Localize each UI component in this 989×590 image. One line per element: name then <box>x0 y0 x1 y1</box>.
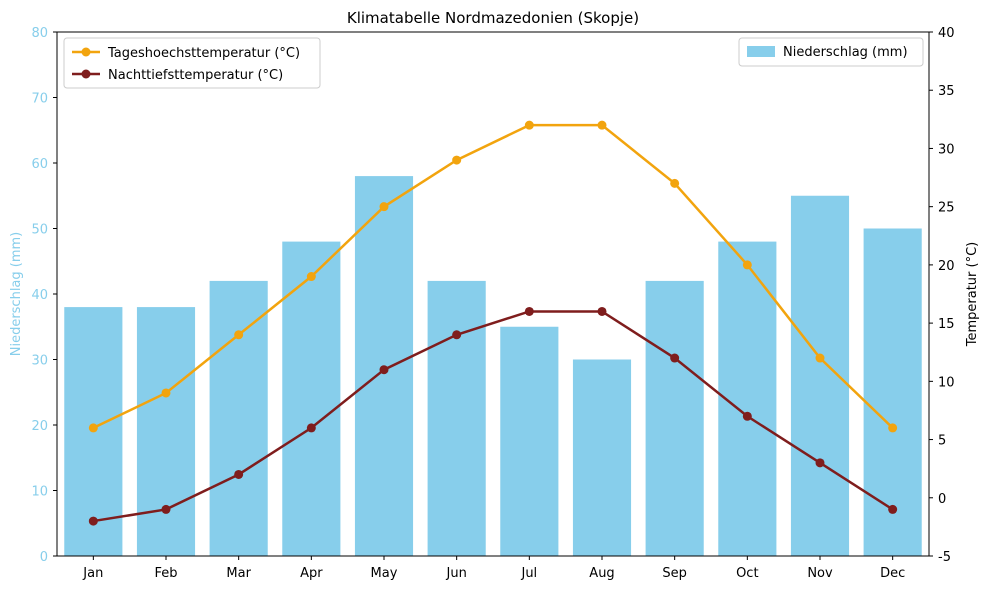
max-temp-point-Feb <box>161 388 171 398</box>
max-temp-point-Jan <box>88 423 98 433</box>
max-temp-point-Dec <box>888 423 898 433</box>
max-temp-point-Jul <box>524 120 534 130</box>
legend-label: Niederschlag (mm) <box>783 45 908 60</box>
y-right-tick-label: 20 <box>938 259 955 274</box>
legend-temperature: Tageshoechsttemperatur (°C) Nachttiefstte… <box>63 37 321 89</box>
legend-precipitation: Niederschlag (mm) <box>738 37 924 67</box>
max-temp-point-Aug <box>597 120 607 130</box>
y-right-tick-label: 25 <box>938 201 955 216</box>
legend-label: Nachttiefsttemperatur (°C) <box>108 68 283 83</box>
legend-label: Tageshoechsttemperatur (°C) <box>107 46 300 61</box>
x-tick-label: Mar <box>226 566 251 581</box>
legend-marker <box>81 47 91 57</box>
line-min-temp <box>93 310 894 523</box>
x-tick-label: Jul <box>520 566 537 581</box>
x-tick-label: Aug <box>589 566 614 581</box>
max-temp-point-Apr <box>306 272 316 282</box>
y-right-tick-label: 40 <box>938 26 955 41</box>
x-tick-label: Apr <box>300 566 323 581</box>
max-temp-point-May <box>379 202 389 212</box>
y-left-tick-label: 80 <box>31 26 48 41</box>
y-right-tick-label: -5 <box>938 550 951 565</box>
x-tick-label: Sep <box>662 566 687 581</box>
y-left-axis-label: Niederschlag (mm) <box>9 232 24 357</box>
legend-box <box>63 37 321 89</box>
min-temp-point-Feb <box>161 504 171 514</box>
legend-marker <box>81 69 91 79</box>
min-temp-point-Oct <box>742 411 752 421</box>
legend-box <box>738 37 924 67</box>
y-left-tick-label: 0 <box>40 550 48 565</box>
y-left-tick-label: 70 <box>31 92 48 107</box>
min-temp-point-May <box>379 365 389 375</box>
y-left-tick-label: 20 <box>31 419 48 434</box>
min-temp-point-Jul <box>524 306 534 316</box>
max-temp-point-Jun <box>452 155 462 165</box>
y-right-tick-label: 30 <box>938 142 955 157</box>
x-tick-label: Jan <box>82 566 103 581</box>
y-left-tick-label: 40 <box>31 288 48 303</box>
min-temp-point-Sep <box>670 353 680 363</box>
min-temp-point-Apr <box>306 423 316 433</box>
axes: Jan Feb Mar Apr May Jun Jul Aug Sep Oct Nov Dec 0 10 2… <box>9 26 980 581</box>
min-temp-point-Jun <box>452 330 462 340</box>
y-right-tick-label: 35 <box>938 84 955 99</box>
y-left-tick-label: 30 <box>31 354 48 369</box>
y-right-tick-label: 0 <box>938 492 946 507</box>
y-right-tick-label: 15 <box>938 317 955 332</box>
bar-Jul <box>500 326 559 556</box>
bar-Dec <box>863 228 922 556</box>
max-temp-point-Mar <box>234 330 244 340</box>
bar-series <box>64 176 922 556</box>
bar-Oct <box>718 241 777 556</box>
x-tick-label: Nov <box>807 566 833 581</box>
x-tick-label: Oct <box>736 566 758 581</box>
x-tick-label: Feb <box>154 566 177 581</box>
y-left-tick-label: 60 <box>31 157 48 172</box>
chart-title: Klimatabelle Nordmazedonien (Skopje) <box>347 9 639 27</box>
max-temp-point-Oct <box>742 260 752 270</box>
bar-Feb <box>136 307 196 556</box>
x-tick-label: Dec <box>880 566 905 581</box>
y-right-axis-label: Temperatur (°C) <box>965 242 980 348</box>
y-left-tick-label: 10 <box>31 485 48 500</box>
x-tick-label: May <box>371 566 398 581</box>
bar-Sep <box>645 280 704 556</box>
max-temp-point-Sep <box>670 178 680 188</box>
min-temp-point-Dec <box>888 504 898 514</box>
line-series-group <box>88 120 898 526</box>
y-left-tick-label: 50 <box>31 223 48 238</box>
y-right-tick-label: 5 <box>938 434 946 449</box>
bar-Mar <box>209 280 268 556</box>
bar-Aug <box>572 359 632 556</box>
y-right-tick-label: 10 <box>938 375 955 390</box>
bar-Apr <box>282 241 341 556</box>
bar-Jun <box>427 280 486 556</box>
min-temp-point-Aug <box>597 306 607 316</box>
legend-bar-swatch <box>747 46 775 57</box>
line-max-temp <box>92 123 894 430</box>
max-temp-point-Nov <box>815 353 825 363</box>
min-temp-point-Nov <box>815 458 825 468</box>
min-temp-point-Mar <box>234 469 244 479</box>
x-tick-label: Jun <box>446 566 467 581</box>
min-temp-point-Jan <box>88 516 98 526</box>
